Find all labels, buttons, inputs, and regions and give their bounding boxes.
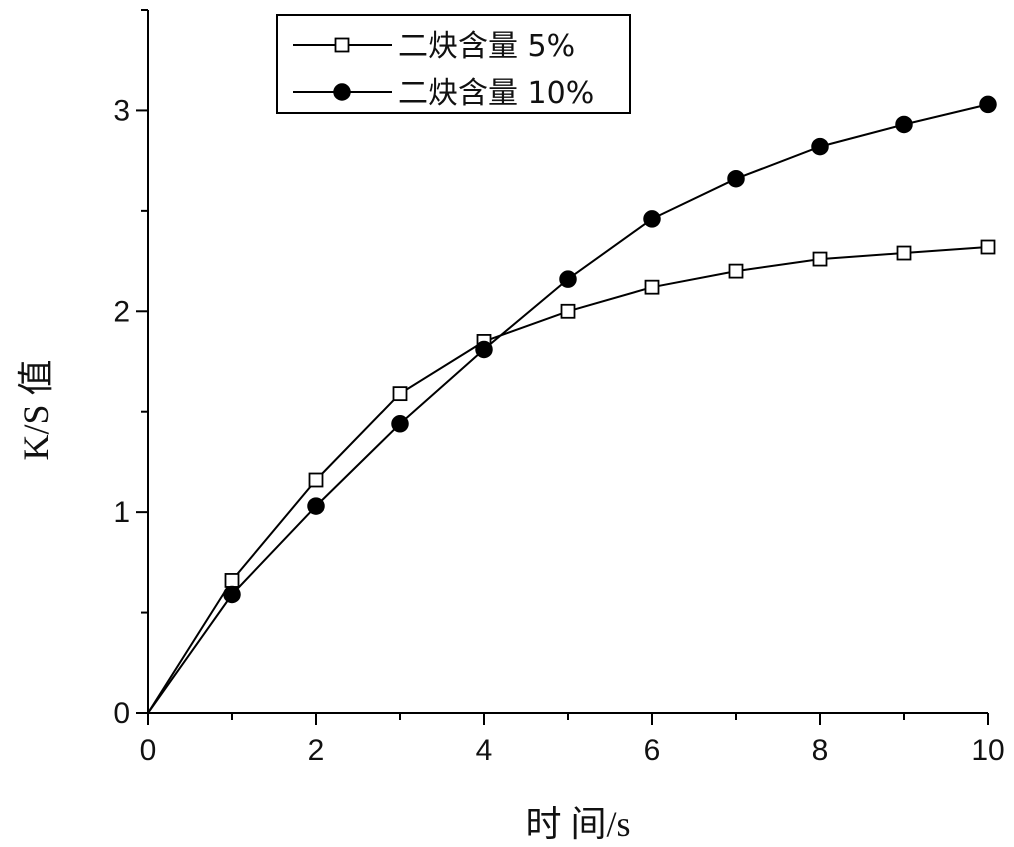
x-tick-label: 4 — [476, 734, 493, 767]
data-point — [391, 415, 409, 433]
legend-marker-5pct — [334, 37, 350, 53]
y-tick-label: 3 — [113, 94, 130, 127]
data-point — [811, 137, 829, 156]
x-tick-label: 6 — [644, 734, 661, 767]
legend-marker-10pct — [333, 83, 351, 101]
legend-label-10pct: 二炔含量 10% — [398, 76, 594, 111]
y-tick-label: 1 — [113, 496, 130, 529]
x-tick-label: 8 — [812, 734, 829, 767]
data-point — [644, 279, 660, 295]
y-axis-title: K/S 值 — [16, 359, 56, 460]
data-point — [307, 497, 325, 515]
data-point — [728, 263, 744, 279]
data-point — [392, 386, 408, 402]
data-point — [559, 270, 577, 288]
data-point — [223, 585, 241, 604]
data-point — [896, 245, 912, 261]
y-tick-label: 2 — [113, 295, 130, 328]
data-point — [475, 340, 493, 359]
data-point — [895, 115, 913, 134]
data-point — [224, 573, 240, 588]
series-layer — [147, 95, 997, 714]
data-point — [980, 239, 996, 255]
series-line — [147, 103, 989, 714]
x-axis-title: 时 间/s — [525, 804, 630, 844]
data-point — [979, 95, 997, 114]
data-point — [727, 169, 745, 188]
series-2 — [147, 95, 997, 714]
series-1 — [147, 239, 996, 714]
legend: 二炔含量 5% 二炔含量 10% — [276, 14, 631, 114]
data-point — [308, 472, 324, 488]
axes: 0 2 4 6 8 10 0 1 2 3 — [113, 9, 1005, 767]
x-tick-label: 2 — [308, 734, 325, 767]
y-tick-label: 0 — [113, 697, 130, 730]
data-point — [643, 210, 661, 228]
x-tick-label: 10 — [971, 734, 1004, 767]
x-tick-label: 0 — [140, 734, 157, 767]
data-point — [812, 251, 828, 267]
data-point — [560, 303, 576, 319]
legend-label-5pct: 二炔含量 5% — [398, 29, 575, 64]
